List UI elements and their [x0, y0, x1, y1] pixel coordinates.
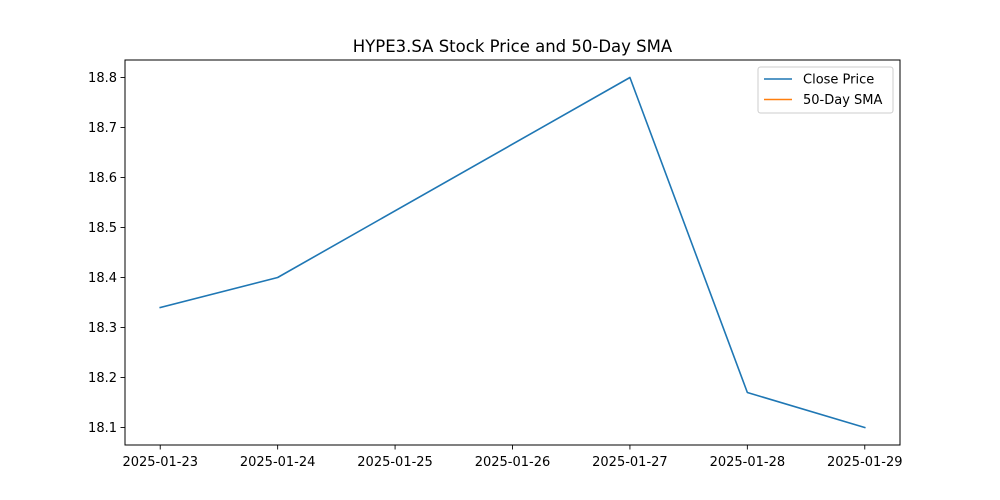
y-tick-label: 18.3 — [88, 321, 117, 336]
y-tick-label: 18.5 — [88, 221, 117, 236]
legend-label: 50-Day SMA — [803, 93, 883, 108]
y-tick-label: 18.7 — [88, 121, 117, 136]
x-tick-label: 2025-01-25 — [357, 455, 433, 470]
series-line-close-price — [159, 76, 866, 429]
series-layer — [159, 76, 866, 429]
x-tick-label: 2025-01-29 — [827, 455, 903, 470]
y-tick-label: 18.2 — [88, 371, 117, 386]
y-tick-label: 18.1 — [88, 421, 117, 436]
y-tick-label: 18.4 — [88, 271, 117, 286]
x-tick-label: 2025-01-28 — [710, 455, 786, 470]
legend-label: Close Price — [803, 73, 874, 88]
plot-area — [124, 59, 901, 446]
x-tick-label: 2025-01-26 — [475, 455, 551, 470]
legend: Close Price 50-Day SMA — [757, 66, 894, 114]
x-tick-label: 2025-01-23 — [122, 455, 198, 470]
chart-title: HYPE3.SA Stock Price and 50-Day SMA — [353, 37, 673, 56]
y-tick-label: 18.6 — [88, 171, 117, 186]
y-axis: 18.1 18.2 18.3 18.4 18.5 18.6 18.7 18.8 — [88, 71, 125, 436]
plot-frame — [124, 59, 901, 446]
y-tick-label: 18.8 — [88, 71, 117, 86]
x-tick-label: 2025-01-24 — [240, 455, 316, 470]
x-axis: 2025-01-23 2025-01-24 2025-01-25 2025-01-26… — [122, 445, 903, 470]
x-tick-label: 2025-01-27 — [592, 455, 668, 470]
